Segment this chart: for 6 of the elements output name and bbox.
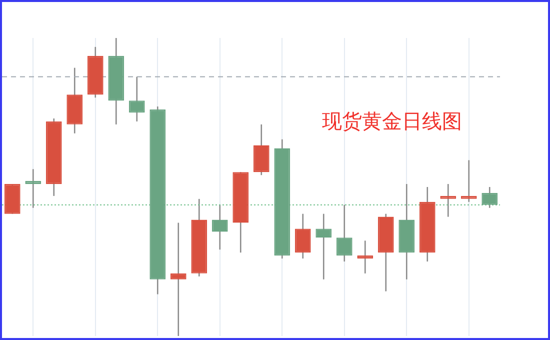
candlestick <box>25 168 42 209</box>
candlestick <box>170 222 186 337</box>
text: 现货黄金日线图 <box>322 108 462 135</box>
candlestick <box>316 213 332 280</box>
candlestick <box>294 213 311 260</box>
candlestick <box>357 240 374 274</box>
